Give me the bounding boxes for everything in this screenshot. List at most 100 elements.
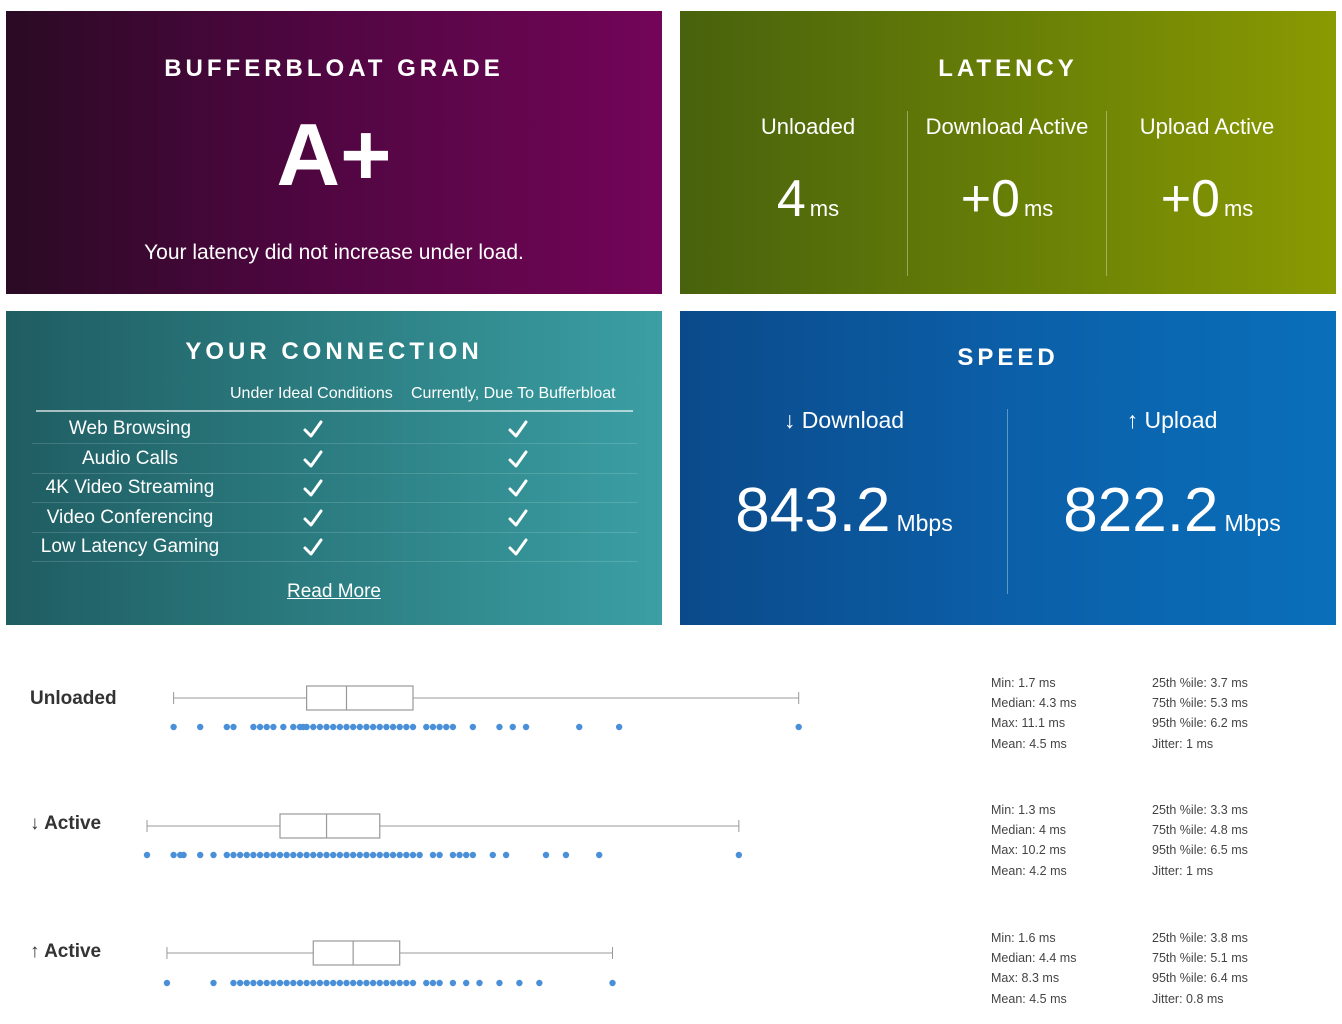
sample-point — [197, 851, 204, 859]
sample-point — [296, 979, 304, 987]
header-current: Currently, Due To Bufferbloat — [411, 385, 616, 402]
sample-point — [210, 851, 217, 859]
sample-point — [795, 723, 802, 731]
stat-line: 95th %ile: 6.2 ms — [1152, 716, 1248, 731]
stats-column: Min: 1.7 ms Median: 4.3 ms Max: 11.1 ms Mea… — [991, 673, 1076, 754]
latency-label: Unloaded — [760, 114, 856, 139]
connection-row-label: Video Conferencing — [46, 506, 214, 528]
sample-point — [316, 979, 324, 987]
grade-value: A+ — [276, 105, 392, 204]
stat-line: Min: 1.7 ms — [991, 676, 1056, 690]
sample-point — [223, 851, 230, 859]
sample-point — [389, 979, 397, 987]
sample-point — [270, 723, 277, 731]
sample-point — [469, 851, 477, 859]
stats-column: 25th %ile: 3.7 ms 75th %ile: 5.3 ms 95th %… — [1152, 673, 1248, 754]
sample-point — [290, 979, 297, 987]
latency-upload-active: Upload Active +0 ms — [1107, 111, 1307, 225]
sample-point — [502, 851, 510, 859]
latency-number: +0 — [960, 170, 1020, 228]
check-icon — [302, 507, 324, 529]
sample-point — [250, 723, 257, 731]
check-icon — [302, 477, 324, 499]
sample-point — [170, 723, 177, 731]
latency-number: +0 — [1160, 170, 1220, 228]
stat-line: 75th %ile: 5.3 ms — [1152, 696, 1248, 711]
header-rule — [36, 410, 633, 412]
sample-point — [416, 851, 423, 859]
sample-point — [330, 723, 337, 731]
stat-line: Jitter: 1 ms — [1152, 736, 1214, 751]
latency-label: Download Active — [925, 114, 1089, 139]
sample-point — [230, 979, 237, 987]
connection-row: Web Browsing — [32, 414, 637, 444]
sample-point — [290, 851, 297, 859]
sample-point — [283, 979, 290, 987]
sample-point — [303, 851, 310, 859]
sample-point — [396, 723, 403, 731]
stat-line: 95th %ile: 6.4 ms — [1152, 971, 1248, 986]
latency-download-active: Download Active +0 ms — [907, 111, 1107, 225]
sample-point — [243, 979, 250, 987]
latency-divider — [1106, 111, 1107, 276]
sample-point — [310, 723, 317, 731]
sample-point — [403, 723, 410, 731]
sample-point — [356, 723, 363, 731]
connection-card: YOUR CONNECTION Under Ideal Conditions C… — [6, 311, 662, 625]
sample-point — [469, 723, 477, 731]
read-more-link[interactable]: Read More — [287, 581, 381, 602]
sample-point — [383, 851, 390, 859]
sample-point — [403, 979, 410, 987]
stats-column: 25th %ile: 3.8 ms 75th %ile: 5.1 ms 95th %… — [1152, 928, 1248, 1009]
connection-row-label: 4K Video Streaming — [45, 477, 215, 498]
sample-point — [336, 851, 344, 859]
latency-label: Upload Active — [1139, 114, 1275, 139]
connection-row: 4K Video Streaming — [32, 473, 637, 503]
iqr-box — [312, 940, 401, 966]
sample-point — [562, 851, 570, 859]
sample-point — [180, 851, 187, 859]
sample-point — [303, 723, 310, 731]
stat-line: 25th %ile: 3.3 ms — [1152, 803, 1248, 817]
check-icon — [507, 448, 529, 470]
stat-line: Jitter: 0.8 ms — [1152, 991, 1224, 1006]
sample-point — [197, 723, 204, 731]
stat-line: 75th %ile: 5.1 ms — [1152, 951, 1248, 966]
check-icon — [302, 536, 324, 558]
speed-download: ↓ Download 843.2 Mbps — [694, 407, 994, 542]
latency-unit: ms — [1023, 196, 1054, 221]
sample-point — [310, 979, 317, 987]
sample-point — [290, 723, 297, 731]
check-icon — [507, 418, 529, 440]
header-ideal: Under Ideal Conditions — [230, 385, 393, 402]
sample-point — [476, 979, 483, 987]
check-icon — [507, 507, 529, 529]
sample-point — [236, 979, 244, 987]
connection-title: YOUR CONNECTION — [185, 338, 483, 365]
sample-point — [343, 979, 350, 987]
sample-point — [443, 723, 450, 731]
sample-point — [276, 979, 284, 987]
latency-unit: ms — [1223, 196, 1254, 221]
sample-point — [343, 723, 350, 731]
grade-message: Your latency did not increase under load… — [144, 241, 524, 264]
sample-point — [409, 723, 417, 731]
sample-point — [376, 723, 383, 731]
sample-point — [356, 979, 363, 987]
sample-point — [263, 979, 270, 987]
sample-point — [323, 979, 330, 987]
sample-point — [396, 979, 403, 987]
sample-point — [250, 851, 257, 859]
sample-point — [389, 723, 397, 731]
sample-point — [256, 851, 264, 859]
latency-unloaded: Unloaded 4 ms — [708, 111, 908, 225]
stat-line: Mean: 4.2 ms — [991, 863, 1067, 878]
latency-unit: ms — [809, 196, 840, 221]
sample-point — [230, 851, 237, 859]
check-icon — [302, 418, 324, 440]
check-icon — [507, 477, 529, 499]
sample-point — [542, 851, 550, 859]
sample-point — [336, 979, 344, 987]
sample-point — [509, 723, 516, 731]
upload-value: 822.2 Mbps — [1022, 480, 1322, 542]
